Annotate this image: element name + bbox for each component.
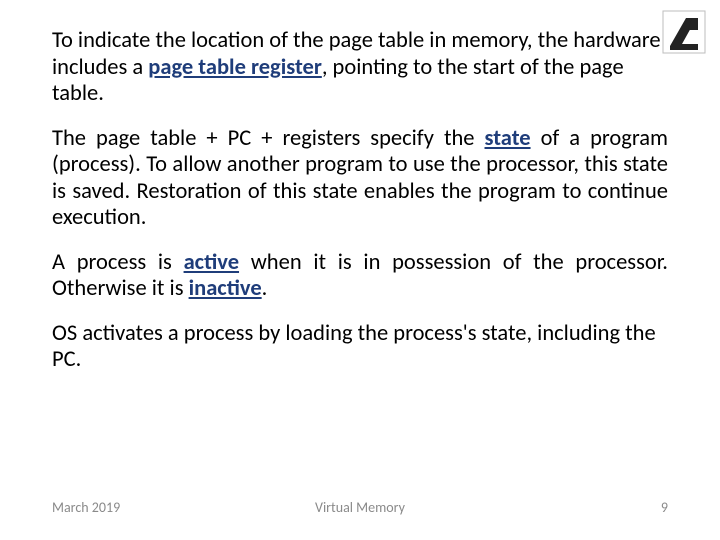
paragraph-2: The page table + PC + registers specify … bbox=[52, 126, 668, 232]
text-run: A process is bbox=[52, 249, 184, 276]
keyword-active: active bbox=[184, 249, 239, 276]
text-run: OS activates a process by loading the pr… bbox=[52, 320, 656, 374]
keyword-inactive: inactive bbox=[189, 275, 262, 302]
paragraph-1: To indicate the location of the page tab… bbox=[52, 28, 668, 108]
footer-date: March 2019 bbox=[52, 499, 120, 516]
slide-footer: March 2019 Virtual Memory 9 bbox=[52, 499, 668, 516]
keyword-state: state bbox=[485, 125, 531, 152]
slide-body: To indicate the location of the page tab… bbox=[52, 28, 668, 374]
institution-logo bbox=[662, 10, 706, 54]
keyword-page-table-register: page table register bbox=[148, 54, 322, 81]
paragraph-3: A process is active when it is in posses… bbox=[52, 250, 668, 303]
footer-title: Virtual Memory bbox=[315, 499, 405, 516]
text-run: . bbox=[262, 275, 268, 302]
text-run: The page table + PC + registers specify … bbox=[52, 125, 485, 152]
footer-page-number: 9 bbox=[661, 499, 668, 516]
paragraph-4: OS activates a process by loading the pr… bbox=[52, 321, 668, 374]
slide: To indicate the location of the page tab… bbox=[0, 0, 720, 540]
